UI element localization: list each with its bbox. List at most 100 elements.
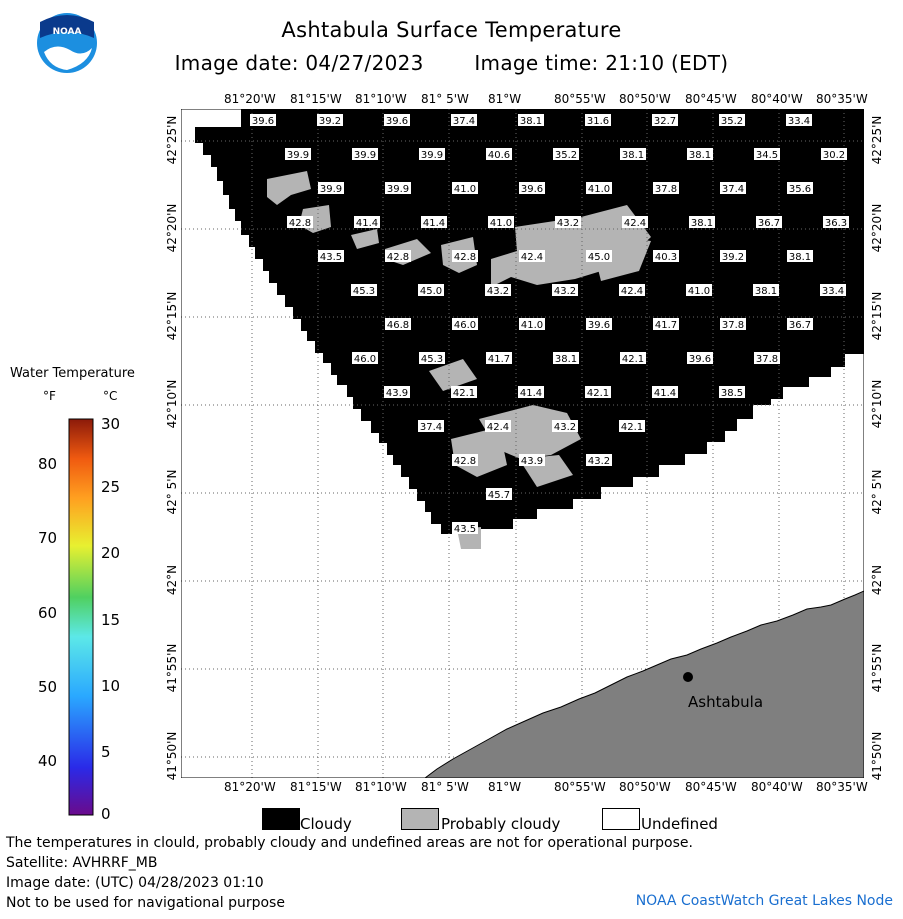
temperature-label-bg — [687, 148, 713, 160]
disclaimer-text: The temperatures in clould, probably clo… — [6, 835, 693, 851]
temperature-value: 38.1 — [691, 218, 713, 229]
temperature-value: 37.4 — [722, 184, 744, 195]
temperature-label-bg — [586, 182, 612, 194]
temperature-label-bg — [619, 420, 645, 432]
temperature-label: 37.4 — [451, 114, 477, 127]
latitude-label: 42° 5'N — [870, 469, 884, 515]
temperature-label-bg — [317, 114, 343, 126]
temperature-label-bg — [452, 522, 478, 534]
temperature-label-bg — [652, 386, 678, 398]
temperature-label: 39.6 — [384, 114, 410, 127]
temperature-label: 37.4 — [418, 420, 444, 433]
temperature-value: 32.7 — [654, 116, 676, 127]
temperature-value: 43.2 — [554, 286, 576, 297]
temperature-label: 36.7 — [787, 318, 813, 331]
temperature-label-bg — [719, 114, 745, 126]
navigation-warning: Not to be used for navigational purpose — [6, 895, 285, 911]
celsius-tick: 30 — [101, 415, 121, 433]
temperature-label-bg — [786, 114, 812, 126]
temperature-label: 41.4 — [354, 216, 380, 229]
image-date: Image date: 04/27/2023 — [174, 51, 424, 75]
temperature-label-bg — [518, 114, 544, 126]
temperature-value: 41.7 — [655, 320, 677, 331]
temperature-value: 42.8 — [454, 456, 476, 467]
longitude-label: 81°20'W — [224, 780, 276, 794]
longitude-label: 81°20'W — [224, 92, 276, 106]
temperature-value: 33.4 — [788, 116, 810, 127]
celsius-tick: 25 — [101, 478, 121, 496]
temperature-value: 38.1 — [622, 150, 644, 161]
temperature-label-bg — [585, 386, 611, 398]
temperature-label-bg — [622, 216, 648, 228]
temperature-label-bg — [519, 454, 545, 466]
temperature-value: 41.4 — [520, 388, 542, 399]
temperature-value: 42.4 — [487, 422, 509, 433]
latitude-label: 41°55'N — [165, 643, 179, 693]
temperature-label-bg — [686, 284, 712, 296]
temperature-label: 46.8 — [385, 318, 411, 331]
longitude-label: 81°10'W — [355, 92, 407, 106]
image-datetime: Image date: 04/27/2023 Image time: 21:10… — [0, 51, 903, 75]
temperature-value: 43.2 — [588, 456, 610, 467]
latitude-label: 42°15'N — [870, 291, 884, 341]
temperature-value: 43.2 — [557, 218, 579, 229]
longitude-label: 80°50'W — [619, 92, 671, 106]
longitude-label: 81°W — [488, 780, 522, 794]
temperature-label-bg — [720, 182, 746, 194]
temperature-label-bg — [753, 284, 779, 296]
temperature-label: 41.4 — [652, 386, 678, 399]
probably-cloudy-label: Probably cloudy — [441, 815, 561, 833]
temperature-label-bg — [653, 250, 679, 262]
map-title: Ashtabula Surface Temperature — [281, 18, 622, 42]
temperature-value: 42.8 — [387, 252, 409, 263]
temperature-label-bg — [351, 284, 377, 296]
temperature-value: 38.1 — [689, 150, 711, 161]
temperature-label-bg — [552, 284, 578, 296]
temperature-value: 39.9 — [287, 150, 309, 161]
temperature-value: 39.9 — [354, 150, 376, 161]
temperature-value: 45.7 — [488, 490, 510, 501]
temperature-label-bg — [787, 182, 813, 194]
temperature-label: 41.7 — [653, 318, 679, 331]
temperature-value: 42.8 — [454, 252, 476, 263]
temperature-label: 43.2 — [586, 454, 612, 467]
land-ohio — [424, 590, 864, 778]
temperature-label-bg — [519, 182, 545, 194]
temperature-value: 35.2 — [721, 116, 743, 127]
longitude-label: 81° 5'W — [421, 780, 469, 794]
temperature-label: 45.3 — [351, 284, 377, 297]
temperature-label-bg — [451, 386, 477, 398]
temperature-value: 41.4 — [423, 218, 445, 229]
temperature-label: 38.1 — [620, 148, 646, 161]
temperature-label: 39.6 — [519, 182, 545, 195]
temperature-label: 43.5 — [318, 250, 344, 263]
temperature-label-bg — [689, 216, 715, 228]
temperature-label: 31.6 — [585, 114, 611, 127]
temperature-value: 39.9 — [320, 184, 342, 195]
temperature-value: 45.3 — [353, 286, 375, 297]
temperature-value: 41.4 — [356, 218, 378, 229]
temperature-value: 39.2 — [722, 252, 744, 263]
longitude-label: 81°10'W — [355, 780, 407, 794]
temperature-value: 39.9 — [387, 184, 409, 195]
satellite-text: Satellite: AVHRRF_MB — [6, 855, 158, 871]
temperature-value: 39.6 — [521, 184, 543, 195]
temperature-value: 41.4 — [654, 388, 676, 399]
cloudy-label: Cloudy — [300, 815, 352, 833]
temperature-label-bg — [620, 148, 646, 160]
temperature-label: 46.0 — [452, 318, 478, 331]
temperature-label: 42.1 — [620, 352, 646, 365]
temperature-label-bg — [452, 182, 478, 194]
temperature-label: 39.9 — [285, 148, 311, 161]
temperature-label-bg — [518, 386, 544, 398]
temperature-label-bg — [452, 454, 478, 466]
temperature-value: 37.4 — [453, 116, 475, 127]
longitude-label: 80°55'W — [554, 92, 606, 106]
temperature-label-bg — [451, 114, 477, 126]
temperature-value: 33.4 — [822, 286, 844, 297]
latitude-label: 41°55'N — [870, 643, 884, 693]
temperature-label: 43.9 — [384, 386, 410, 399]
legend-unit-c: °C — [103, 389, 118, 403]
temperature-label: 38.1 — [687, 148, 713, 161]
temperature-value: 41.0 — [688, 286, 710, 297]
